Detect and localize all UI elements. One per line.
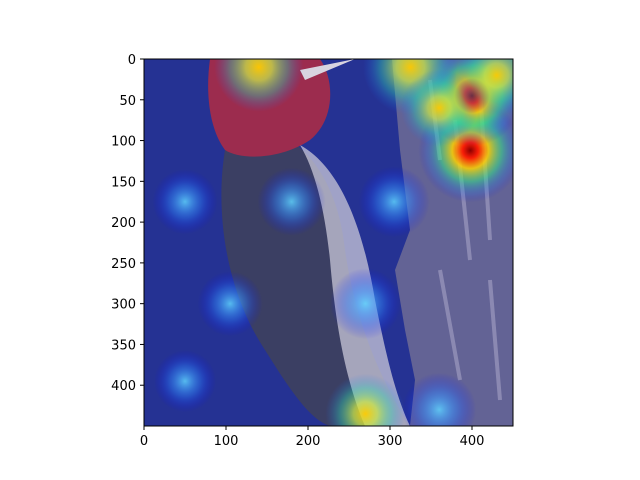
- heat-hotspot: [402, 372, 477, 426]
- heat-hotspot: [152, 169, 218, 235]
- y-tick-label: 100: [111, 135, 136, 150]
- y-tick-label: 250: [111, 257, 136, 272]
- x-tick-label: 400: [460, 434, 485, 449]
- x-axis: 0 100 200 300 400: [140, 426, 485, 449]
- x-tick-label: 0: [140, 434, 148, 449]
- x-tick-label: 200: [296, 434, 321, 449]
- heat-hotspot: [197, 271, 263, 337]
- heat-hotspot: [329, 268, 401, 340]
- y-tick-label: 150: [111, 175, 136, 190]
- axes-frame: [143, 58, 514, 427]
- heatmap-overlay: [152, 59, 513, 426]
- heat-hotspot: [214, 59, 304, 112]
- heat-hotspot: [257, 167, 326, 236]
- heat-hotspot: [400, 69, 478, 147]
- y-tick-label: 200: [111, 216, 136, 231]
- y-tick-label: 400: [111, 379, 136, 394]
- heat-hotspot: [325, 373, 406, 426]
- heat-hotspot: [154, 350, 216, 413]
- y-tick-label: 350: [111, 338, 136, 353]
- heat-hotspot: [358, 166, 430, 238]
- y-axis: 0 50 100 150 200 250 300 350 400: [111, 53, 144, 394]
- x-tick-label: 100: [214, 434, 239, 449]
- y-tick-label: 0: [128, 53, 136, 68]
- x-tick-label: 300: [378, 434, 403, 449]
- bird-beak: [300, 59, 355, 80]
- y-tick-label: 300: [111, 298, 136, 313]
- y-tick-label: 50: [119, 94, 136, 109]
